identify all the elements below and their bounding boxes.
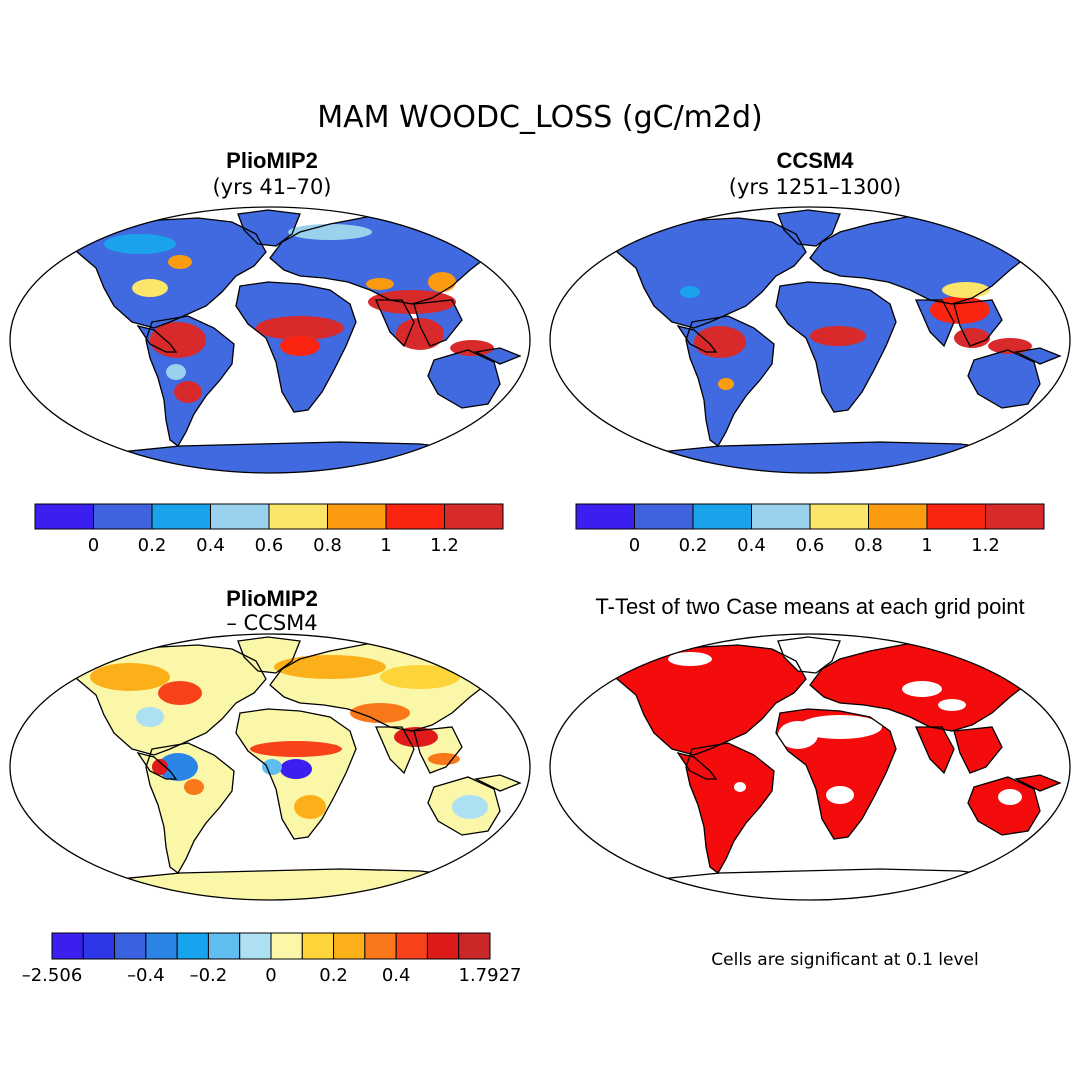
colorbar-tick-label: 0.4: [382, 965, 411, 986]
colorbar-tick-label: 0: [265, 965, 276, 986]
colorbar-swatch: [364, 932, 397, 960]
map-boundary: [9, 206, 531, 474]
colorbar-swatch: [333, 932, 366, 960]
colorbar-swatch: [985, 503, 1045, 530]
colorbar: 0 0.2 0.4 0.6 0.8 1 1.2: [575, 503, 1045, 556]
panel-title: PlioMIP2: [226, 148, 318, 173]
colorbar-swatch: [444, 503, 504, 530]
colorbar-swatch: [751, 503, 811, 530]
colorbar-swatch: [207, 932, 241, 960]
colorbar-swatch: [34, 503, 94, 530]
colorbar-tick-label: 0.8: [313, 535, 342, 556]
colorbar-tick-label: 0.2: [319, 965, 348, 986]
map-boundary: [9, 633, 531, 901]
panel-difference: PlioMIP2 – CCSM4: [9, 586, 531, 986]
colorbar-swatch: [426, 932, 460, 960]
colorbar-swatch: [82, 932, 116, 960]
world-map: [610, 210, 1060, 473]
colorbar-swatch: [93, 503, 153, 530]
colorbar-swatch: [270, 932, 303, 960]
panel-subtitle: (yrs 41–70): [212, 175, 331, 199]
panel-subtitle: (yrs 1251–1300): [729, 175, 901, 199]
colorbar-swatch: [634, 503, 694, 530]
colorbar-swatch: [385, 503, 445, 530]
colorbar-tick-label: 0.8: [854, 535, 883, 556]
colorbar-swatch: [301, 932, 335, 960]
colorbar-swatch: [145, 932, 178, 960]
colorbar-swatch: [575, 503, 635, 530]
colorbar-tick-label: 1.7927: [459, 965, 522, 986]
panel-title: PlioMIP2: [226, 586, 318, 611]
colorbar-swatch: [395, 932, 428, 960]
colorbar-tick-label: 0.2: [138, 535, 167, 556]
panel-subtitle: – CCSM4: [226, 611, 317, 635]
colorbar-swatch: [176, 932, 209, 960]
colorbar: 0 0.2 0.4 0.6 0.8 1 1.2: [34, 503, 504, 556]
significance-note: Cells are significant at 0.1 level: [711, 950, 978, 970]
colorbar-swatch: [114, 932, 147, 960]
colorbar-swatch: [809, 503, 869, 530]
map-boundary: [549, 633, 1071, 901]
non-significant-areas: [668, 637, 1022, 805]
colorbar-tick-label: –0.2: [190, 965, 228, 986]
colorbar-swatch: [151, 503, 211, 530]
colorbar-swatch: [868, 503, 928, 530]
colorbar-tick-label: 1.2: [971, 535, 1000, 556]
colorbar-tick-label: 0: [88, 535, 99, 556]
colorbar-tick-label: 0: [629, 535, 640, 556]
colorbar-swatch: [458, 932, 491, 960]
panel-pliomip2: PlioMIP2 (yrs 41–70): [9, 148, 531, 556]
colorbar-swatch: [327, 503, 387, 530]
world-map: [610, 637, 1060, 907]
colorbar-swatch: [692, 503, 752, 530]
panel-ttest: T-Test of two Case means at each grid po…: [549, 594, 1071, 970]
colorbar: –2.506 –0.4 –0.2 0 0.2 0.4 1.7927: [22, 932, 522, 986]
panel-title: CCSM4: [776, 148, 854, 173]
colorbar-swatch: [51, 932, 84, 960]
colorbar-tick-label: 1.2: [430, 535, 459, 556]
panel-title: T-Test of two Case means at each grid po…: [595, 594, 1024, 619]
world-map: [70, 210, 520, 473]
colorbar-swatch: [239, 932, 272, 960]
colorbar-tick-label: –0.4: [127, 965, 165, 986]
colorbar-tick-label: 1: [921, 535, 932, 556]
colorbar-tick-label: 0.2: [679, 535, 708, 556]
figure-title: MAM WOODC_LOSS (gC/m2d): [317, 100, 763, 135]
world-map: [70, 637, 520, 900]
colorbar-swatch: [268, 503, 328, 530]
colorbar-tick-label: 0.6: [796, 535, 825, 556]
colorbar-tick-label: 0.4: [737, 535, 766, 556]
map-boundary: [549, 206, 1071, 474]
data-hotspots: [90, 655, 488, 819]
colorbar-tick-label: 0.6: [255, 535, 284, 556]
panel-ccsm4: CCSM4 (yrs 1251–1300): [549, 148, 1071, 556]
colorbar-swatch: [926, 503, 986, 530]
colorbar-tick-label: 1: [380, 535, 391, 556]
colorbar-tick-label: –2.506: [22, 965, 83, 986]
colorbar-tick-label: 0.4: [196, 535, 225, 556]
colorbar-swatch: [210, 503, 270, 530]
